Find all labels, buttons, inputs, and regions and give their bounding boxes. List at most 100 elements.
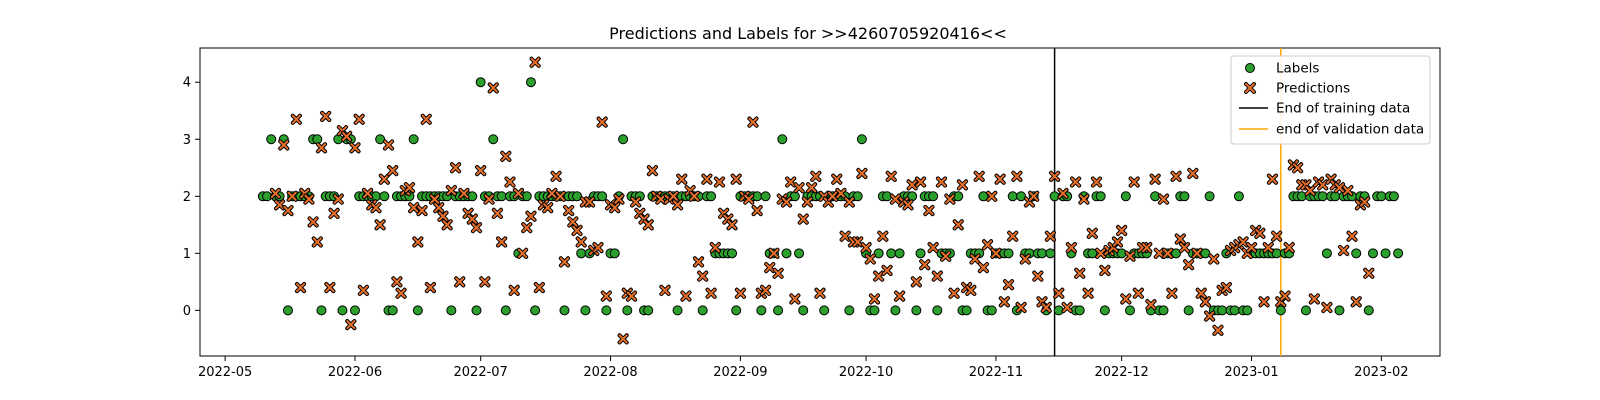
prediction-point <box>713 176 726 188</box>
prediction-point <box>1279 290 1291 302</box>
label-point <box>1317 191 1328 202</box>
prediction-point <box>1028 190 1040 202</box>
prediction-point <box>441 219 453 231</box>
prediction-point <box>914 176 927 188</box>
y-tick-label: 3 <box>183 133 191 148</box>
prediction-point <box>320 110 332 123</box>
prediction-point <box>772 267 784 279</box>
prediction-point <box>789 293 801 305</box>
prediction-point <box>839 230 851 242</box>
label-point <box>375 134 386 145</box>
label-point <box>978 191 989 202</box>
x-tick-label: 2022-05 <box>198 365 252 380</box>
prediction-point <box>948 287 960 299</box>
prediction-point <box>1132 287 1144 299</box>
label-point <box>1125 305 1135 316</box>
label-point <box>915 248 926 259</box>
prediction-point <box>504 176 516 188</box>
label-point <box>794 248 805 259</box>
prediction-point <box>592 242 604 254</box>
label-point <box>697 305 708 316</box>
y-tick-label: 4 <box>183 76 191 91</box>
prediction-point <box>1082 287 1094 299</box>
prediction-point <box>692 256 705 268</box>
label-point <box>446 305 457 316</box>
prediction-point <box>487 82 499 94</box>
prediction-point <box>814 287 826 299</box>
prediction-point <box>1187 167 1199 180</box>
label-point <box>1158 305 1169 316</box>
prediction-point <box>1195 287 1207 299</box>
label-point <box>1321 248 1332 259</box>
prediction-point <box>688 190 700 202</box>
prediction-point <box>1258 296 1270 308</box>
label-point <box>350 305 360 316</box>
label-point <box>1074 305 1085 316</box>
label-point <box>1334 305 1345 316</box>
prediction-point <box>1262 242 1274 254</box>
prediction-point <box>437 210 449 222</box>
x-tick-label: 2022-08 <box>583 365 637 380</box>
prediction-point <box>1266 173 1279 185</box>
label-point <box>756 305 767 316</box>
label-point <box>1099 305 1110 316</box>
prediction-point <box>893 290 906 302</box>
label-point <box>475 77 486 88</box>
prediction-point <box>374 219 386 231</box>
label-point <box>1229 305 1240 316</box>
prediction-point <box>445 184 457 197</box>
legend-predictions-text: Predictions <box>1276 81 1350 97</box>
prediction-point <box>1178 242 1191 254</box>
label-point <box>1376 191 1387 202</box>
prediction-point <box>433 202 445 214</box>
label-point <box>727 248 738 259</box>
prediction-point <box>387 165 399 177</box>
label-point <box>932 305 943 316</box>
prediction-point <box>965 284 977 297</box>
prediction-point <box>1040 301 1052 314</box>
prediction-point <box>273 199 286 211</box>
label-point <box>576 248 587 259</box>
label-point <box>852 191 863 202</box>
prediction-point <box>332 193 344 205</box>
prediction-point <box>278 139 290 151</box>
prediction-point <box>466 213 478 225</box>
prediction-point <box>361 187 374 200</box>
y-tick-label: 2 <box>183 190 191 205</box>
prediction-point <box>1342 184 1354 197</box>
prediction-point <box>1128 176 1140 188</box>
prediction-point <box>726 219 738 231</box>
label-point <box>1367 248 1378 259</box>
label-point <box>643 305 654 316</box>
legend-box <box>1230 55 1431 145</box>
label-point <box>488 134 499 145</box>
label-point <box>387 305 398 316</box>
prediction-point <box>269 187 282 200</box>
prediction-point <box>1044 230 1057 242</box>
prediction-point <box>1358 196 1371 208</box>
prediction-point <box>973 170 985 182</box>
prediction-point <box>977 261 989 274</box>
prediction-point <box>1120 293 1132 305</box>
prediction-point <box>1002 279 1015 291</box>
label-point <box>1016 191 1027 202</box>
prediction-point <box>1199 296 1212 308</box>
prediction-point <box>1057 187 1069 200</box>
prediction-point <box>1254 227 1266 239</box>
prediction-point <box>705 287 717 299</box>
label-point <box>1007 191 1018 202</box>
prediction-point <box>927 242 939 254</box>
label-point <box>412 305 423 316</box>
y-tick-label: 0 <box>183 304 191 319</box>
label-point <box>379 191 390 202</box>
label-point <box>1037 248 1048 259</box>
prediction-point <box>311 236 323 248</box>
prediction-point <box>454 276 466 288</box>
prediction-point <box>1237 236 1249 248</box>
prediction-point <box>357 284 369 297</box>
prediction-point <box>1153 247 1165 259</box>
prediction-point <box>1074 267 1086 279</box>
label-point <box>1200 248 1211 259</box>
label-point <box>618 134 629 145</box>
prediction-point <box>1116 224 1128 237</box>
